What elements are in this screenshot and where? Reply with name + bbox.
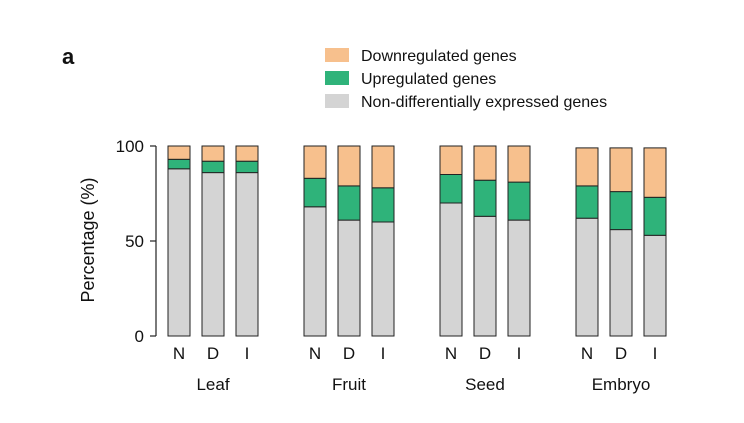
bar-segment (575, 147, 599, 187)
group-label: Seed (465, 375, 505, 394)
x-tick-label: N (309, 344, 321, 363)
bar-segment (167, 145, 191, 160)
bar-segment (473, 179, 497, 217)
y-axis-title: Percentage (%) (78, 177, 98, 302)
bar-segment (643, 196, 667, 236)
bar-segment (235, 145, 259, 162)
group-label: Embryo (592, 375, 651, 394)
bar-segment (507, 181, 531, 221)
x-tick-label: D (343, 344, 355, 363)
group-label: Fruit (332, 375, 366, 394)
bar-segment (371, 187, 395, 223)
x-tick-label: I (653, 344, 658, 363)
bar-segment (167, 158, 191, 170)
bar-segment (303, 206, 327, 337)
bar-segment (337, 219, 361, 337)
x-tick-label: D (615, 344, 627, 363)
bar-segment (371, 221, 395, 337)
bars (167, 145, 667, 337)
bar-segment (643, 234, 667, 337)
bar-segment (337, 145, 361, 187)
bar-segment (609, 191, 633, 231)
x-tick-label: I (517, 344, 522, 363)
legend-swatch (325, 94, 349, 108)
bar-segment (235, 172, 259, 337)
panel-label: a (62, 44, 75, 69)
x-tick-label: I (381, 344, 386, 363)
y-tick-label: 0 (135, 327, 144, 346)
bar-segment (167, 168, 191, 337)
bar-segment (609, 229, 633, 337)
bar-segment (201, 145, 225, 162)
legend: Downregulated genes Upregulated genes Non-… (325, 48, 607, 111)
bar-segment (235, 160, 259, 174)
bar-segment (575, 185, 599, 219)
y-tick-label: 100 (116, 137, 144, 156)
bar-segment (473, 215, 497, 337)
bar-segment (303, 177, 327, 208)
bar-segment (507, 219, 531, 337)
bar-segment (371, 145, 395, 189)
y-axis: 0 50 100 (116, 137, 157, 346)
bar-segment (643, 147, 667, 198)
bar-segment (575, 217, 599, 337)
y-tick-label: 50 (125, 232, 144, 251)
bar-segment (439, 174, 463, 204)
x-tick-label: I (245, 344, 250, 363)
bar-segment (337, 185, 361, 221)
bar-segment (439, 202, 463, 337)
bar-segment (201, 160, 225, 174)
x-tick-label: D (207, 344, 219, 363)
bar-segment (507, 145, 531, 183)
legend-label: Non-differentially expressed genes (361, 94, 607, 111)
bar-segment (473, 145, 497, 181)
x-tick-label: D (479, 344, 491, 363)
group-label: Leaf (196, 375, 229, 394)
bar-segment (439, 145, 463, 175)
legend-label: Upregulated genes (361, 71, 496, 88)
bar-segment (201, 172, 225, 337)
bar-segment (303, 145, 327, 179)
legend-swatch (325, 71, 349, 85)
legend-label: Downregulated genes (361, 48, 517, 65)
bar-segment (609, 147, 633, 193)
x-tick-label: N (581, 344, 593, 363)
legend-swatch (325, 48, 349, 62)
x-tick-label: N (445, 344, 457, 363)
x-tick-label: N (173, 344, 185, 363)
